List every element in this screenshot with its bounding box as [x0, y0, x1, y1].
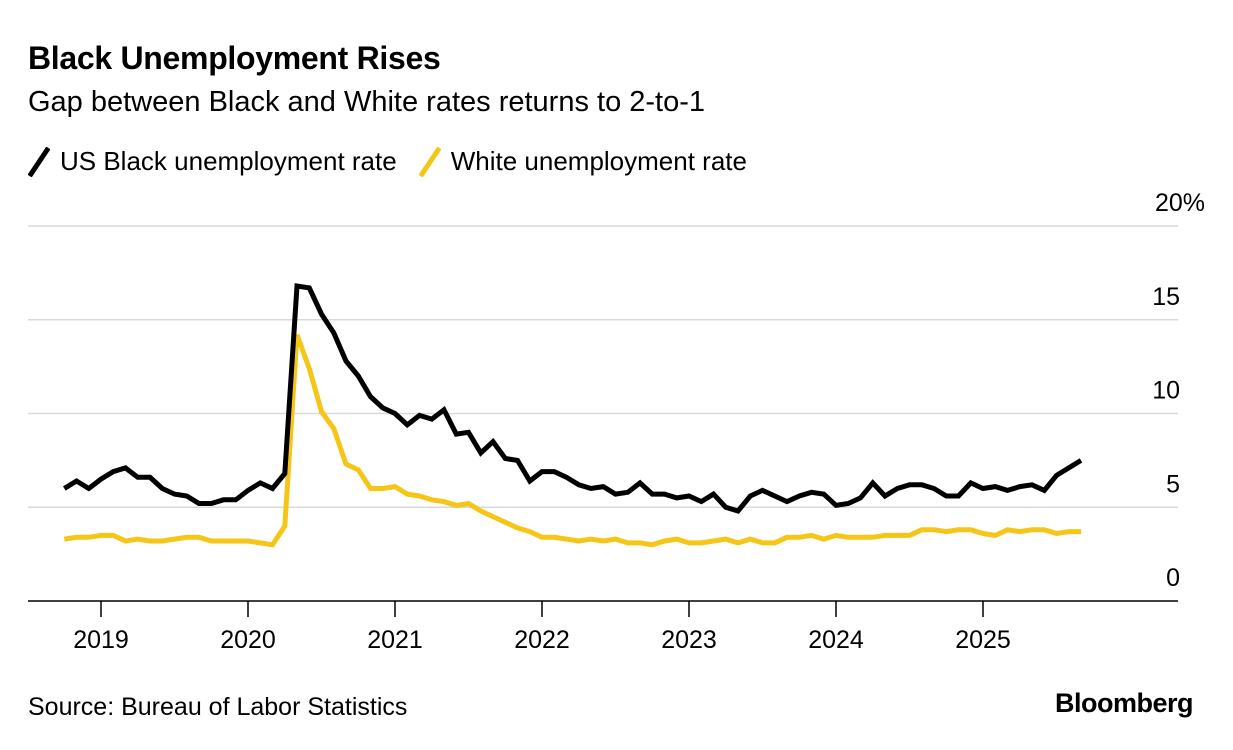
series-line-us-black-unemployment-rate: [62, 283, 1083, 514]
legend-item-white: White unemployment rate: [418, 146, 747, 177]
x-tick-label: 2021: [367, 626, 423, 654]
x-tick-label: 2020: [220, 626, 276, 654]
x-tick-label: 2019: [73, 626, 129, 654]
chart-title: Black Unemployment Rises: [28, 40, 441, 76]
source-note: Source: Bureau of Labor Statistics: [28, 693, 408, 721]
grid-layer: 20% 15 10 5 0: [28, 189, 1205, 602]
legend-label-black: US Black unemployment rate: [60, 146, 397, 176]
x-tick-label: 2022: [514, 626, 570, 654]
brand-logo: Bloomberg: [1054, 688, 1194, 718]
legend-swatch-black-icon: [28, 146, 50, 177]
legend: US Black unemployment rate White unemplo…: [28, 146, 769, 177]
legend-item-black: US Black unemployment rate: [28, 146, 397, 177]
y-tick-label: 20%: [1155, 189, 1205, 217]
y-tick-label: 15: [1152, 283, 1180, 311]
series-line-white-unemployment-rate: [63, 333, 1081, 548]
y-tick-label: 5: [1166, 470, 1180, 498]
x-axis: 2019 2020 2021 2022 2023 2024 2025: [73, 601, 1011, 654]
series-layer: [62, 283, 1083, 548]
y-tick-label: 0: [1166, 564, 1180, 592]
x-tick-label: 2024: [808, 626, 864, 654]
legend-label-white: White unemployment rate: [450, 146, 747, 176]
chart-subtitle: Gap between Black and White rates return…: [28, 86, 706, 118]
x-tick-label: 2025: [955, 626, 1011, 654]
x-tick-label: 2023: [661, 626, 717, 654]
y-tick-label: 10: [1152, 377, 1180, 405]
legend-swatch-white-icon: [418, 146, 441, 177]
